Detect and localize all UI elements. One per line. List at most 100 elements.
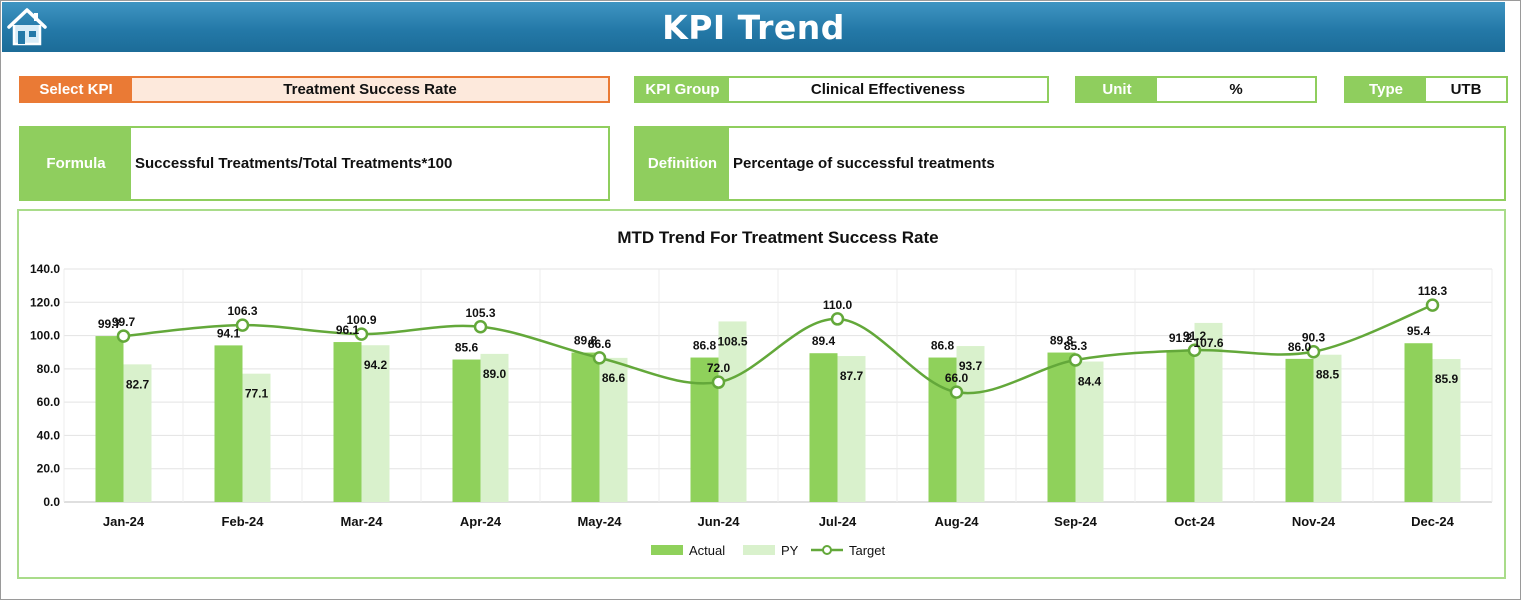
actual-data-label: 86.8 [693, 339, 717, 353]
bar-actual [1404, 343, 1433, 502]
legend-label-actual: Actual [689, 543, 725, 558]
py-data-label: 86.6 [602, 371, 626, 385]
mtd-trend-chart: MTD Trend For Treatment Success Rate 0.0 2… [30, 228, 1493, 558]
formula-label: Formula [21, 128, 131, 199]
kpi-group-field: KPI Group Clinical Effectiveness [634, 76, 1049, 103]
target-point [354, 327, 369, 341]
x-tick-label: Sep-24 [1054, 514, 1097, 529]
py-data-label: 82.7 [126, 377, 150, 391]
trend-chart-panel: MTD Trend For Treatment Success Rate 0.0 2… [17, 209, 1506, 579]
definition-label: Definition [636, 128, 729, 199]
x-tick-label: Mar-24 [341, 514, 384, 529]
x-tick-label: Oct-24 [1174, 514, 1215, 529]
bar-actual [452, 359, 481, 502]
bar-py [1313, 354, 1342, 502]
bar-py [480, 353, 509, 502]
bar-py [599, 357, 628, 502]
target-data-label: 105.3 [465, 306, 495, 320]
unit-label: Unit [1077, 78, 1157, 101]
target-data-label: 85.3 [1064, 339, 1088, 353]
bar-actual [214, 345, 243, 502]
type-value: UTB [1426, 78, 1506, 101]
y-tick-label: 100.0 [30, 329, 60, 343]
definition-field: Definition Percentage of successful trea… [634, 126, 1506, 201]
home-icon[interactable] [6, 6, 48, 48]
actual-data-label: 86.8 [931, 339, 955, 353]
target-point [1425, 298, 1440, 312]
select-kpi-label: Select KPI [21, 78, 131, 101]
target-point [830, 312, 845, 326]
actual-data-label: 94.1 [217, 326, 241, 340]
y-tick-label: 120.0 [30, 295, 60, 309]
bar-actual [571, 352, 600, 502]
x-tick-label: Jul-24 [819, 514, 857, 529]
actual-data-label: 89.8 [1050, 334, 1074, 348]
x-tick-label: Aug-24 [934, 514, 979, 529]
target-data-label: 90.3 [1302, 331, 1326, 345]
target-point [1187, 343, 1202, 357]
target-point [116, 329, 131, 343]
bar-py [123, 364, 152, 502]
y-tick-label: 40.0 [37, 428, 61, 442]
py-data-label: 85.9 [1435, 372, 1459, 386]
page-title: KPI Trend [662, 7, 845, 47]
x-tick-label: Nov-24 [1292, 514, 1336, 529]
x-tick-label: Dec-24 [1411, 514, 1454, 529]
target-data-label: 72.0 [707, 361, 731, 375]
bar-actual [333, 342, 362, 502]
actual-data-label: 86.0 [1288, 340, 1312, 354]
py-data-label: 89.0 [483, 367, 507, 381]
legend-label-py: PY [781, 543, 799, 558]
bar-actual [809, 353, 838, 502]
target-point [473, 320, 488, 334]
formula-field: Formula Successful Treatments/Total Trea… [19, 126, 610, 201]
y-tick-label: 140.0 [30, 262, 60, 276]
bar-py [1075, 361, 1104, 502]
select-kpi-dropdown[interactable]: Treatment Success Rate [131, 78, 608, 101]
actual-data-label: 89.8 [574, 334, 598, 348]
chart-title: MTD Trend For Treatment Success Rate [617, 228, 938, 247]
target-point [1306, 344, 1321, 359]
py-data-label: 108.5 [717, 334, 747, 348]
bar-actual [1047, 352, 1076, 502]
kpi-group-value: Clinical Effectiveness [729, 78, 1047, 101]
target-data-label: 100.9 [346, 313, 376, 327]
target-point [1068, 353, 1083, 367]
py-data-label: 87.7 [840, 369, 864, 383]
actual-data-label: 95.4 [1407, 324, 1431, 338]
bar-actual [1166, 350, 1195, 502]
type-label: Type [1346, 78, 1426, 101]
target-data-label: 91.2 [1183, 329, 1207, 343]
actual-data-label: 89.4 [812, 334, 836, 348]
kpi-group-label: KPI Group [636, 78, 729, 101]
py-data-label: 94.2 [364, 358, 388, 372]
target-data-label: 106.3 [227, 304, 257, 318]
target-data-label: 99.7 [112, 315, 136, 329]
legend-swatch-target-marker [822, 545, 832, 555]
y-tick-label: 60.0 [37, 395, 61, 409]
unit-value: % [1157, 78, 1315, 101]
target-data-label: 86.6 [588, 337, 612, 351]
select-kpi-field: Select KPI Treatment Success Rate [19, 76, 610, 103]
formula-value: Successful Treatments/Total Treatments*1… [131, 128, 608, 199]
py-data-label: 107.6 [1193, 336, 1223, 350]
x-tick-label: Apr-24 [460, 514, 502, 529]
bar-py [718, 321, 747, 502]
type-field: Type UTB [1344, 76, 1508, 103]
bar-py [242, 373, 271, 502]
actual-data-label: 85.6 [455, 341, 479, 355]
actual-data-label: 91.2 [1169, 331, 1193, 345]
x-tick-label: Jun-24 [698, 514, 741, 529]
bar-py [837, 356, 866, 502]
actual-data-label: 96.1 [336, 323, 360, 337]
x-tick-label: May-24 [577, 514, 622, 529]
py-data-label: 84.4 [1078, 375, 1102, 389]
py-data-label: 88.5 [1316, 368, 1340, 382]
bar-actual [1285, 358, 1314, 502]
legend-label-target: Target [849, 543, 886, 558]
bar-py [1432, 359, 1461, 502]
py-data-label: 77.1 [245, 387, 269, 401]
target-point [235, 318, 250, 332]
x-tick-label: Jan-24 [103, 514, 145, 529]
target-data-label: 110.0 [823, 298, 853, 312]
